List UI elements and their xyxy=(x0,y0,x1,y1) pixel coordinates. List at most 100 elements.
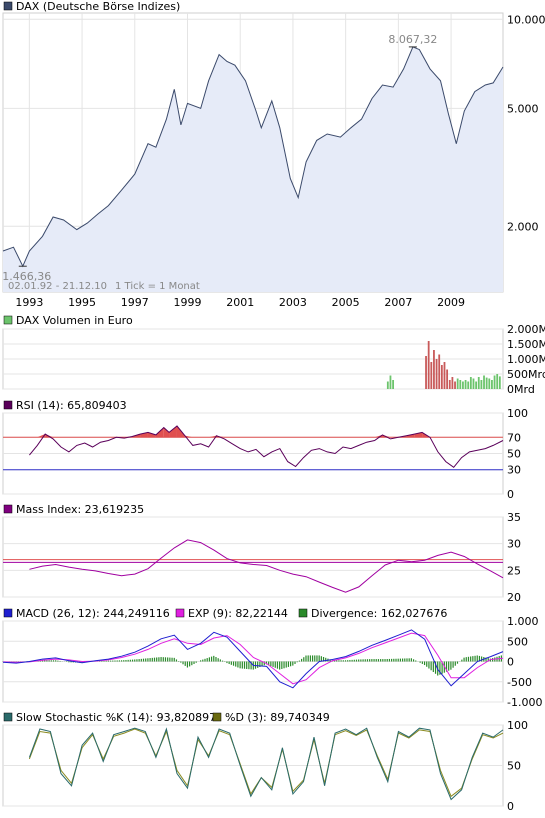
divergence-bar xyxy=(244,662,245,669)
exp-legend-swatch xyxy=(176,609,184,617)
divergence-bar xyxy=(211,657,212,662)
stochastic-grid xyxy=(3,725,503,806)
divergence-bar xyxy=(152,658,153,662)
divergence-bar xyxy=(226,662,227,664)
divergence-bar xyxy=(277,662,278,669)
divergence-bar xyxy=(106,661,107,662)
divergence-bar xyxy=(409,658,410,661)
divergence-bar xyxy=(46,660,47,661)
divergence-bar xyxy=(338,660,339,661)
macd-legend-swatch xyxy=(4,609,12,617)
divergence-bar xyxy=(305,656,306,662)
divergence-bar xyxy=(156,657,157,661)
divergence-bar xyxy=(281,662,282,669)
mass-legend: Mass Index: 23,619235 xyxy=(16,503,144,516)
d-legend: %D (3): 89,740349 xyxy=(225,711,330,724)
price-high-annotation: 8.067,32 xyxy=(388,33,437,47)
divergence-bar xyxy=(301,659,302,662)
divergence-bar xyxy=(139,659,140,661)
volume-bar xyxy=(433,350,435,389)
price-x-tick-label: 2003 xyxy=(279,296,307,309)
divergence-bar xyxy=(455,662,456,666)
d-legend-swatch xyxy=(213,713,221,721)
divergence-bar xyxy=(413,659,414,661)
mass-line xyxy=(29,540,503,592)
divergence-bar xyxy=(351,660,352,662)
divergence-bar xyxy=(136,659,137,661)
divergence-bar xyxy=(450,662,451,670)
volume-bar xyxy=(390,376,392,390)
divergence-bar xyxy=(283,662,284,669)
divergence-bar xyxy=(240,662,241,669)
divergence-bar xyxy=(470,656,471,661)
divergence-bar xyxy=(204,659,205,662)
volume-bar xyxy=(438,355,440,390)
divergence-bar xyxy=(130,660,131,662)
divergence-bar xyxy=(279,662,280,670)
stochastic-y-tick-label: 50 xyxy=(507,760,521,773)
divergence-bar xyxy=(196,662,197,663)
macd-y-tick-label: 0 xyxy=(507,656,514,669)
k-legend-swatch xyxy=(4,713,12,721)
divergence-bar xyxy=(49,660,50,661)
divergence-bar xyxy=(297,662,298,663)
divergence-bar xyxy=(312,655,313,661)
volume-bar xyxy=(465,380,467,389)
mass-frame xyxy=(3,517,503,597)
divergence-bar xyxy=(452,662,453,668)
price-x-tick-label: 2005 xyxy=(332,296,360,309)
volume-bar xyxy=(425,356,427,389)
divergence-bar xyxy=(103,661,104,662)
rsi-y-tick-label: 0 xyxy=(507,488,514,501)
divergence-bar xyxy=(270,662,271,667)
divergence-bar xyxy=(461,660,462,662)
divergence-bar xyxy=(422,662,423,664)
divergence-bar xyxy=(185,662,186,666)
volume-bar xyxy=(446,370,448,390)
divergence-bar xyxy=(336,660,337,661)
divergence-bar xyxy=(147,658,148,661)
macd-y-tick-label: -500 xyxy=(507,676,532,689)
divergence-bar xyxy=(481,656,482,661)
volume-bar xyxy=(470,377,472,389)
divergence-bar xyxy=(150,658,151,661)
price-legend-swatch xyxy=(4,2,12,10)
divergence-bar xyxy=(466,657,467,661)
divergence-bar xyxy=(463,658,464,662)
macd-y-tick-label: -1.000 xyxy=(507,696,542,709)
divergence-bar xyxy=(367,659,368,661)
divergence-bar xyxy=(123,660,124,661)
rsi-grid xyxy=(3,413,503,494)
divergence-bar xyxy=(248,662,249,670)
volume-bar xyxy=(441,365,443,389)
price-y-tick-label: 2.000 xyxy=(507,220,539,233)
volume-y-tick-label: 1.000Mrd xyxy=(507,353,545,366)
mass-y-tick-label: 30 xyxy=(507,538,521,551)
divergence-bars xyxy=(2,655,502,675)
divergence-bar xyxy=(222,661,223,662)
divergence-bar xyxy=(141,659,142,662)
divergence-bar xyxy=(362,659,363,661)
divergence-bar xyxy=(400,659,401,662)
volume-bar xyxy=(428,341,430,389)
divergence-bar xyxy=(380,659,381,661)
price-x-tick-label: 1999 xyxy=(174,296,202,309)
volume-bar xyxy=(475,382,477,390)
divergence-bar xyxy=(275,662,276,668)
divergence-bar xyxy=(229,662,230,664)
volume-bar xyxy=(499,376,501,389)
divergence-legend: Divergence: 162,027676 xyxy=(311,607,447,620)
volume-bar xyxy=(387,382,389,390)
divergence-bar xyxy=(158,657,159,661)
macd-y-tick-label: 500 xyxy=(507,635,528,648)
divergence-bar xyxy=(213,656,214,662)
divergence-bar xyxy=(167,657,168,661)
exp-legend: EXP (9): 82,22144 xyxy=(188,607,288,620)
divergence-bar xyxy=(448,662,449,671)
volume-bar xyxy=(444,362,446,389)
divergence-bar xyxy=(288,662,289,667)
